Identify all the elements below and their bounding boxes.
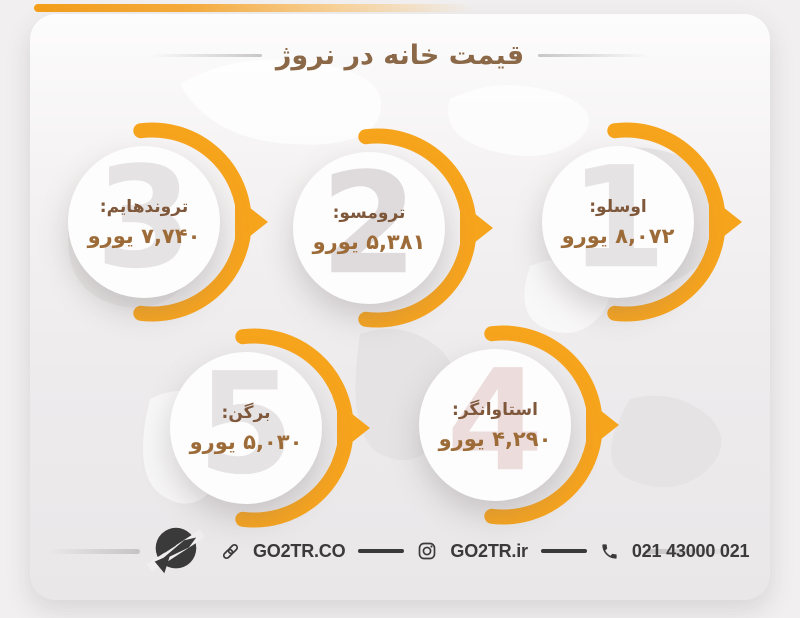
website-link[interactable]: GO2TR.CO [253,540,346,561]
link-icon [221,542,240,561]
title-divider-left [149,54,262,57]
footer-divider-dash [358,549,405,553]
rank-number-watermark: 2 [320,152,418,304]
top-accent-bar [34,4,472,12]
city-label: استاوانگر: [452,399,538,420]
city-label: ترومسو: [332,202,406,223]
rank-number-watermark: 1 [569,146,667,298]
go2tr-logo-icon [146,522,204,580]
footer-content: GO2TR.CO GO2TR.ir 021 43000 021 [146,522,750,580]
city-price-item-stavanger: 4 استاوانگر: ۴,۲۹۰ یورو [383,305,623,545]
arrow-arc-icon [133,122,268,322]
city-price-item-bergen: 5 برگن: ۵,۰۳۰ یورو [134,308,374,548]
city-circle: 4 استاوانگر: ۴,۲۹۰ یورو [419,349,571,501]
city-label: تروندهایم: [99,196,189,217]
phone-number[interactable]: 021 43000 021 [631,540,750,561]
footer-edge-dash-right [645,549,745,554]
arrow-arc-icon [484,325,619,525]
page-title: قیمت خانه در نروژ [275,40,525,71]
footer-edge-dash-left [48,549,140,554]
footer: GO2TR.CO GO2TR.ir 021 43000 021 [30,516,770,586]
city-circle: 2 ترومسو: ۵,۳۸۱ یورو [293,152,445,304]
city-circle: 1 اوسلو: ۸,۰۷۲ یورو [542,146,694,298]
price-label: ۷,۷۴۰ یورو [87,223,201,248]
city-circle: 5 برگن: ۵,۰۳۰ یورو [170,352,322,504]
city-label: اوسلو: [589,196,647,217]
title-row: قیمت خانه در نروژ [30,40,770,71]
city-label: برگن: [221,402,271,423]
price-label: ۸,۰۷۲ یورو [561,223,675,248]
arrow-arc-icon [235,328,370,528]
rank-number-watermark: 5 [197,352,295,504]
rank-number-watermark: 4 [446,349,544,501]
arrow-arc-icon [358,128,493,328]
city-price-item-oslo: 1 اوسلو: ۸,۰۷۲ یورو [506,102,746,342]
instagram-link[interactable]: GO2TR.ir [450,540,528,561]
phone-icon [600,542,619,561]
title-divider-right [538,54,651,57]
price-label: ۵,۰۳۰ یورو [189,429,303,454]
instagram-icon [417,541,437,561]
city-price-item-trondheim: 3 تروندهایم: ۷,۷۴۰ یورو [32,102,272,342]
arrow-arc-icon [607,122,742,322]
rank-number-watermark: 3 [95,146,193,298]
city-price-item-tromso: 2 ترومسو: ۵,۳۸۱ یورو [257,108,497,348]
footer-divider-dash [540,549,587,553]
city-circle: 3 تروندهایم: ۷,۷۴۰ یورو [68,146,220,298]
price-label: ۴,۲۹۰ یورو [438,426,552,451]
price-label: ۵,۳۸۱ یورو [312,229,426,254]
